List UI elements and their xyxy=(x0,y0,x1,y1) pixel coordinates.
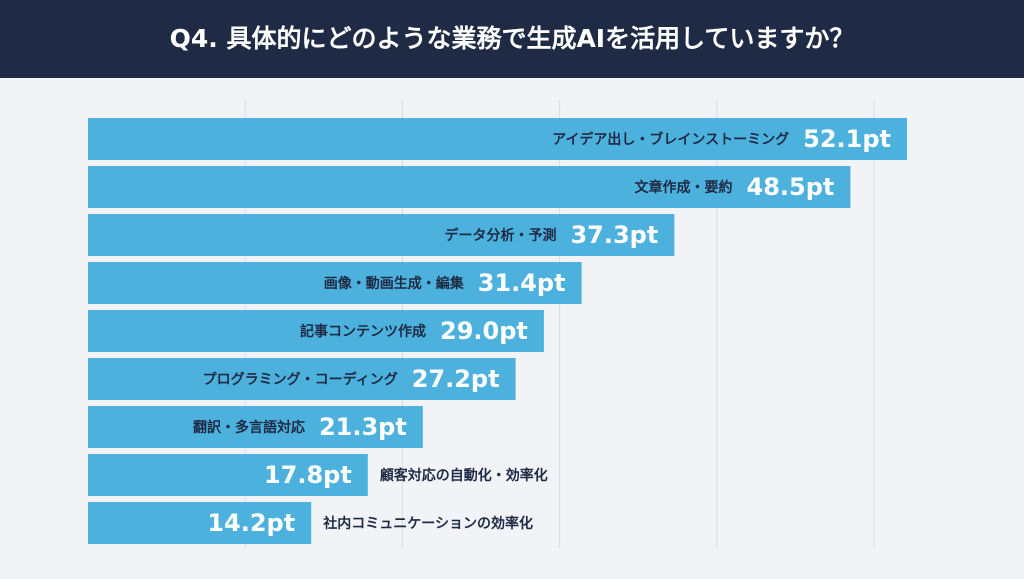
header xyxy=(0,0,1024,78)
category-label: 顧客対応の自動化・効率化 xyxy=(380,467,548,484)
category-label: 文章作成・要約 xyxy=(635,179,733,196)
bar xyxy=(88,406,423,448)
bar xyxy=(88,166,851,208)
chart-title: Q4. 具体的にどのような業務で生成AIを活用していますか？ xyxy=(170,24,855,53)
value-label: 29.0pt xyxy=(440,317,528,345)
value-label: 27.2pt xyxy=(412,365,500,393)
value-label: 31.4pt xyxy=(478,269,566,297)
bar xyxy=(88,502,312,544)
bar xyxy=(88,262,582,304)
plot-area: 52.1pt アイデア出し・ブレインストーミング 48.5pt 文章作成・要約 37.3… xyxy=(88,100,908,548)
value-label: 17.8pt xyxy=(264,461,352,489)
bar xyxy=(88,358,516,400)
value-label: 37.3pt xyxy=(570,221,658,249)
category-label: 翻訳・多言語対応 xyxy=(193,419,305,436)
category-label: データ分析・予測 xyxy=(444,227,556,244)
category-label: 記事コンテンツ作成 xyxy=(300,323,426,340)
bar xyxy=(88,214,675,256)
bar xyxy=(88,454,368,496)
category-label: 社内コミュニケーションの効率化 xyxy=(322,515,533,532)
category-label: プログラミング・コーディング xyxy=(203,371,398,388)
category-label: 画像・動画生成・編集 xyxy=(324,275,465,292)
bar xyxy=(88,310,544,352)
value-label: 14.2pt xyxy=(207,509,295,537)
value-label: 21.3pt xyxy=(319,413,407,441)
bar xyxy=(88,118,908,160)
value-label: 48.5pt xyxy=(747,173,835,201)
category-label: アイデア出し・ブレインストーミング xyxy=(552,131,789,148)
value-label: 52.1pt xyxy=(803,125,891,153)
